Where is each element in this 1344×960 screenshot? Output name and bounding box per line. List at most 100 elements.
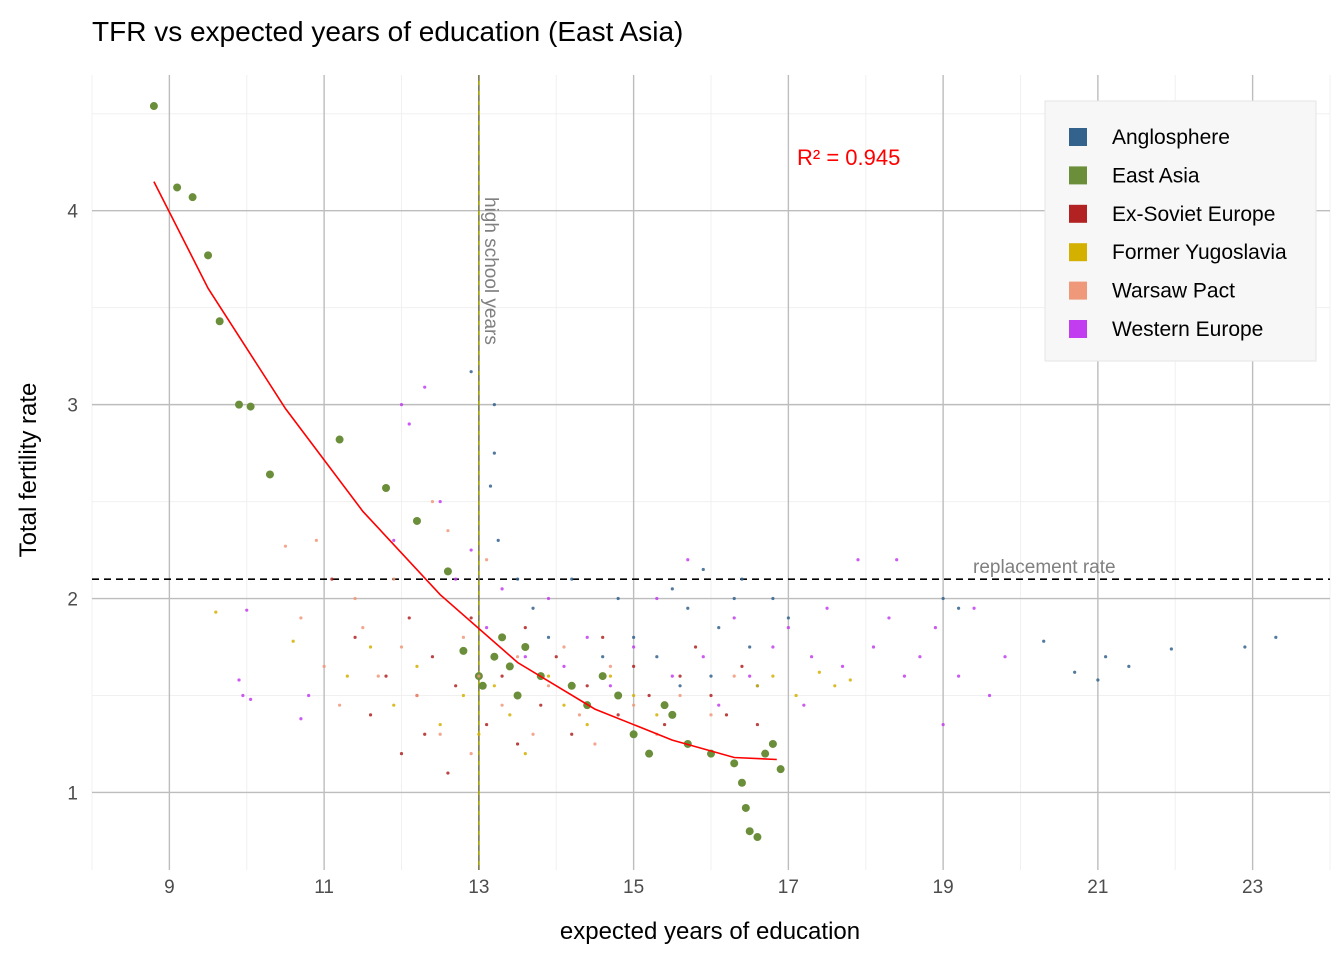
data-point [608, 664, 613, 669]
data-point [173, 183, 182, 192]
data-point [740, 577, 744, 581]
legend-swatch [1069, 166, 1087, 185]
data-point [755, 722, 760, 727]
data-point [802, 703, 806, 707]
data-point [987, 693, 992, 698]
data-point [454, 684, 458, 688]
data-point [515, 742, 520, 746]
data-point [399, 752, 404, 756]
data-point [1127, 664, 1131, 669]
legend-swatch [1069, 243, 1087, 262]
data-point [809, 655, 814, 659]
data-point [794, 693, 798, 698]
data-point [616, 713, 620, 717]
data-point [741, 803, 750, 812]
data-point [686, 606, 690, 610]
legend-label: Western Europe [1112, 318, 1263, 341]
data-point [740, 664, 744, 669]
data-point [392, 703, 396, 707]
data-point [918, 655, 922, 659]
data-point [246, 402, 255, 411]
grid-major [92, 75, 1330, 870]
data-point [748, 674, 752, 678]
data-point [546, 635, 551, 639]
data-points [149, 102, 1278, 842]
data-point [709, 693, 713, 698]
data-point [660, 701, 669, 710]
data-point [382, 484, 391, 493]
data-point [496, 538, 500, 542]
data-point [670, 587, 674, 591]
data-point [500, 674, 504, 678]
data-point [1042, 639, 1046, 643]
data-point [776, 765, 785, 774]
data-point [570, 732, 574, 736]
chart-title: TFR vs expected years of education (East… [92, 16, 683, 47]
data-point [485, 558, 489, 562]
data-point [717, 626, 721, 630]
data-point [438, 722, 442, 727]
data-point [848, 678, 852, 682]
data-point [701, 567, 705, 572]
data-point [407, 616, 411, 620]
y-axis-ticks: 1 2 3 4 [67, 202, 78, 805]
data-point [678, 684, 682, 688]
data-point [446, 771, 450, 775]
data-point [531, 606, 535, 610]
data-point [755, 684, 760, 688]
high-school-label: high school years [480, 197, 501, 345]
data-point [492, 451, 496, 455]
y-tick-label: 4 [67, 202, 78, 223]
y-tick-label: 1 [67, 783, 78, 804]
data-point [678, 674, 682, 678]
data-point [601, 635, 605, 639]
data-point [608, 674, 613, 678]
data-point [469, 616, 473, 620]
data-point [670, 674, 674, 678]
data-point [608, 684, 613, 688]
x-axis-label: expected years of education [560, 918, 860, 945]
data-point [887, 616, 891, 620]
data-point [376, 674, 380, 678]
data-point [500, 703, 504, 707]
data-point [933, 626, 937, 630]
data-point [291, 639, 295, 643]
data-point [562, 664, 566, 669]
data-point [1169, 647, 1173, 651]
data-point [771, 674, 775, 678]
legend-swatch [1069, 204, 1087, 223]
legend-swatch [1069, 281, 1087, 300]
data-point [585, 684, 589, 688]
data-point [490, 652, 499, 661]
data-point [521, 643, 530, 652]
data-point [632, 693, 636, 698]
data-point [632, 664, 636, 669]
data-point [477, 732, 481, 736]
legend-label: East Asia [1112, 164, 1200, 187]
legend-box [1044, 100, 1317, 362]
data-point [585, 722, 589, 727]
data-point [299, 717, 303, 721]
data-point [531, 732, 535, 736]
data-point [188, 193, 197, 202]
data-point [368, 713, 373, 717]
data-point [307, 693, 311, 698]
x-tick-label: 13 [468, 877, 489, 898]
data-point [957, 674, 961, 678]
data-point [539, 703, 543, 707]
data-point [430, 499, 435, 504]
data-point [662, 722, 667, 727]
data-point [412, 516, 421, 525]
y-tick-label: 3 [67, 396, 78, 417]
data-point [562, 645, 566, 649]
data-point [443, 567, 452, 576]
data-point [322, 664, 326, 669]
reference-lines: replacement rate high school years [92, 75, 1330, 870]
data-point [430, 655, 435, 659]
data-point [748, 645, 752, 649]
data-point [732, 616, 736, 620]
data-point [423, 385, 427, 389]
data-point [598, 672, 607, 681]
data-point [616, 596, 620, 601]
data-point [237, 678, 241, 682]
